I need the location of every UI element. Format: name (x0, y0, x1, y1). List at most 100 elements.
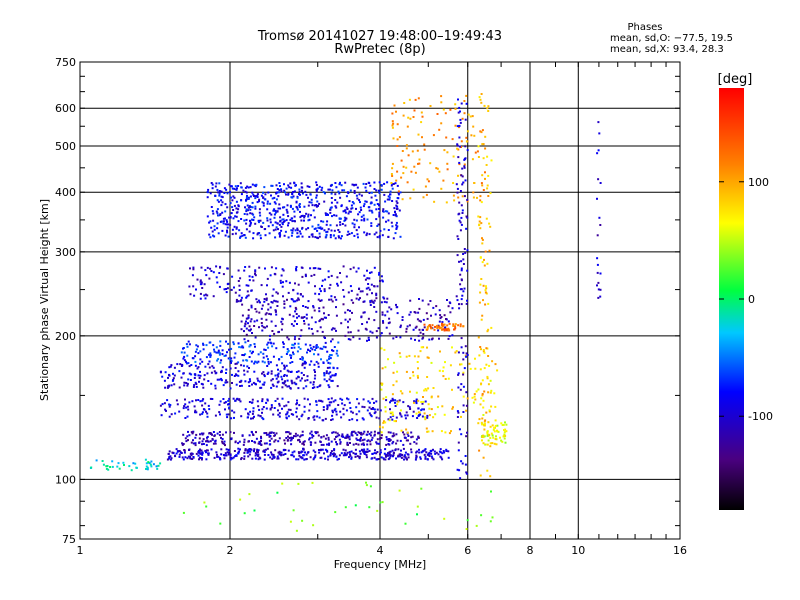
scatter-point (248, 385, 251, 387)
scatter-point (301, 362, 304, 365)
scatter-point (381, 367, 384, 370)
scatter-point (318, 185, 321, 188)
scatter-point (310, 360, 313, 363)
scatter-point (226, 351, 228, 354)
scatter-point (283, 303, 286, 305)
scatter-point (456, 299, 459, 302)
scatter-point (314, 267, 317, 270)
scatter-point (387, 358, 389, 361)
scatter-point (404, 456, 407, 459)
scatter-point (464, 251, 467, 254)
scatter-point (283, 189, 286, 192)
scatter-point (478, 354, 481, 357)
scatter-point (338, 438, 341, 441)
scatter-point (288, 281, 291, 284)
scatter-point (284, 230, 287, 233)
scatter-point (270, 431, 273, 434)
scatter-point (363, 217, 366, 220)
scatter-point (291, 454, 294, 457)
scatter-point (408, 354, 411, 357)
scatter-point (393, 104, 396, 107)
scatter-point (212, 212, 215, 215)
scatter-point (292, 437, 294, 439)
scatter-point (185, 440, 188, 443)
scatter-point (243, 325, 246, 328)
scatter-point (344, 318, 347, 321)
scatter-point (466, 397, 469, 400)
scatter-point (228, 406, 231, 409)
scatter-point (183, 355, 186, 358)
scatter-point (388, 196, 391, 199)
scatter-point (355, 207, 357, 210)
scatter-point (312, 524, 315, 527)
scatter-point (353, 226, 356, 229)
scatter-point (317, 223, 320, 226)
scatter-point (250, 289, 253, 292)
scatter-point (481, 393, 484, 395)
scatter-point (457, 373, 460, 376)
scatter-point (242, 443, 245, 446)
scatter-point (363, 430, 366, 433)
scatter-point (438, 325, 441, 328)
scatter-point (294, 335, 296, 338)
scatter-point (227, 453, 230, 456)
scatter-point (278, 453, 281, 456)
scatter-point (419, 350, 422, 353)
legend-title: Phases (627, 22, 662, 33)
scatter-point (448, 335, 451, 338)
scatter-point (159, 404, 162, 407)
scatter-point (290, 438, 293, 441)
scatter-point (351, 222, 354, 225)
scatter-point (417, 133, 420, 136)
scatter-point (442, 375, 445, 378)
scatter-point (168, 457, 170, 460)
scatter-point (368, 432, 371, 435)
scatter-point (346, 451, 349, 454)
scatter-point (283, 405, 286, 408)
scatter-point (223, 401, 226, 404)
scatter-point (425, 312, 428, 315)
scatter-point (248, 325, 251, 328)
scatter-point (429, 450, 432, 452)
scatter-point (362, 398, 365, 401)
scatter-point (216, 359, 219, 362)
scatter-point (403, 454, 406, 457)
scatter-point (410, 448, 413, 451)
scatter-point (324, 417, 327, 420)
scatter-point (332, 349, 335, 352)
scatter-point (203, 501, 206, 504)
scatter-point (341, 223, 344, 225)
scatter-point (284, 380, 287, 383)
scatter-point (211, 230, 214, 233)
scatter-point (396, 170, 399, 173)
scatter-point (231, 228, 234, 231)
scatter-point (362, 432, 365, 435)
scatter-point (478, 223, 481, 226)
scatter-point (406, 432, 409, 435)
scatter-point (461, 175, 464, 178)
scatter-point (462, 253, 465, 255)
scatter-point (241, 345, 244, 348)
scatter-point (292, 191, 295, 193)
scatter-point (435, 167, 438, 170)
scatter-point (298, 438, 301, 441)
scatter-point (270, 301, 273, 303)
scatter-point (446, 299, 448, 301)
scatter-point (415, 438, 418, 441)
scatter-point (262, 221, 265, 224)
scatter-point (447, 337, 450, 340)
scatter-point (371, 452, 374, 455)
scatter-point (482, 350, 485, 353)
scatter-point (253, 343, 256, 345)
scatter-point (301, 214, 304, 217)
scatter-point (479, 195, 482, 198)
scatter-point (373, 401, 375, 404)
scatter-point (260, 440, 262, 442)
scatter-point (259, 219, 262, 222)
scatter-point (465, 140, 468, 143)
scatter-point (282, 382, 285, 385)
scatter-point (192, 357, 195, 360)
scatter-point (294, 435, 297, 438)
scatter-point (420, 451, 423, 454)
scatter-point (472, 191, 475, 194)
